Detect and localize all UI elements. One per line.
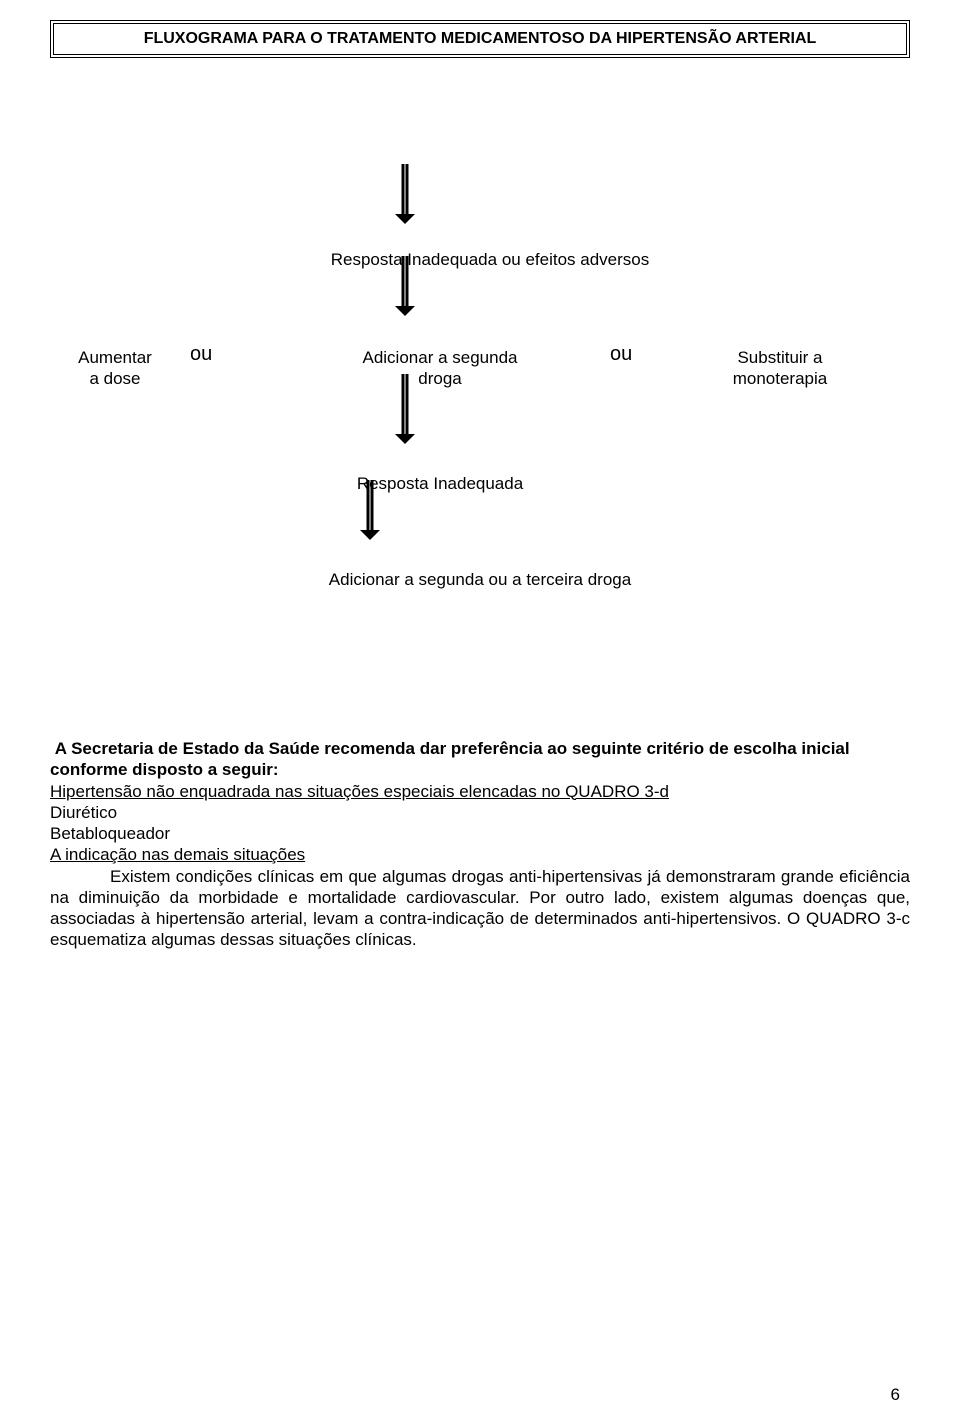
option-substituir-monoterapia: Substituir a monoterapia [690, 328, 870, 389]
drug-diuretico: Diurético [50, 802, 910, 823]
ou-label-2: ou [610, 343, 632, 366]
arrow-2 [395, 256, 415, 326]
arrow-4 [360, 480, 380, 550]
lead-paragraph: A Secretaria de Estado da Saúde recomend… [50, 738, 910, 781]
node-monoterapia-inicial: Monoterapia Inicial [380, 138, 600, 156]
body-text: A Secretaria de Estado da Saúde recomend… [50, 738, 910, 951]
node-resposta-inadequada: Resposta Inadequada [310, 454, 570, 495]
node-resposta-inadequada-efeitos: Resposta Inadequada ou efeitos adversos [290, 230, 690, 271]
flowchart: Monoterapia Inicial Resposta Inadequada … [50, 118, 910, 738]
heading-hipertensao-nao-enquadrada: Hipertensão não enquadrada nas situações… [50, 781, 910, 802]
ou-label-1: ou [190, 343, 212, 366]
title-box: FLUXOGRAMA PARA O TRATAMENTO MEDICAMENTO… [50, 20, 910, 58]
paragraph-condicoes-clinicas: Existem condições clínicas em que alguma… [50, 866, 910, 951]
arrow-3 [395, 374, 415, 454]
heading-indicacao-demais: A indicação nas demais situações [50, 844, 910, 865]
page-number: 6 [891, 1385, 900, 1405]
option-adicionar-segunda-droga: Adicionar a segunda droga [320, 328, 560, 389]
arrow-1 [395, 164, 415, 234]
drug-betabloqueador: Betabloqueador [50, 823, 910, 844]
node-adicionar-segunda-terceira: Adicionar a segunda ou a terceira droga [280, 550, 680, 591]
option-aumentar-dose: Aumentar a dose [50, 328, 180, 389]
flowchart-title: FLUXOGRAMA PARA O TRATAMENTO MEDICAMENTO… [144, 30, 817, 47]
